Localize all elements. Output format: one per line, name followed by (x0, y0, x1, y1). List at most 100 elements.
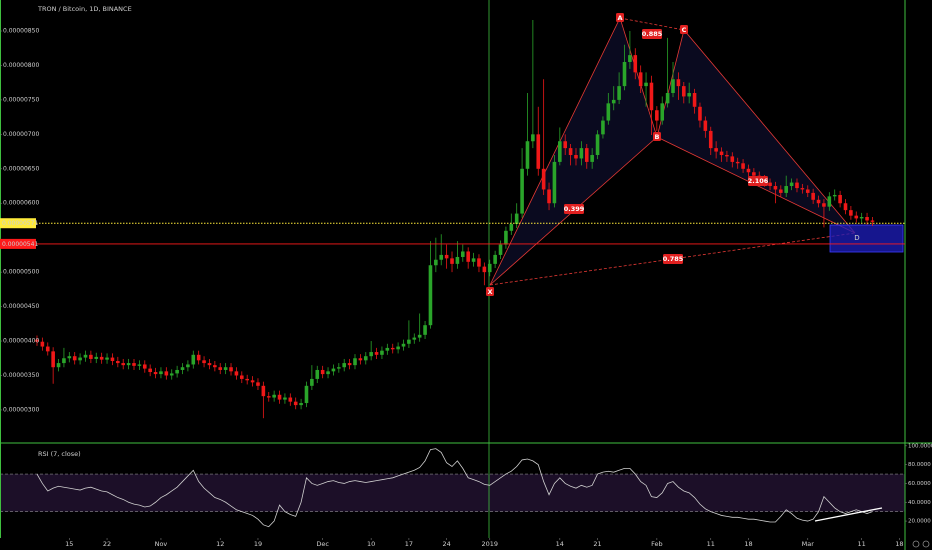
candle-body (266, 396, 271, 398)
candle-body (444, 254, 449, 259)
candle-body (870, 220, 875, 222)
candle-body (229, 367, 233, 372)
candle-body (186, 364, 190, 368)
candle-body (223, 367, 228, 370)
candle-body (256, 382, 260, 386)
candle-body (455, 256, 460, 264)
candle-body (859, 217, 864, 219)
candle-body (574, 155, 578, 159)
harmonic-pattern (489, 16, 904, 286)
candle-body (401, 343, 406, 347)
x-tick-label: Feb (651, 540, 663, 548)
rsi-title: RSI (7, close) (38, 450, 81, 458)
candle-body (45, 346, 50, 352)
candle-body (477, 258, 481, 267)
pattern-ratio-label: 2.106 (748, 177, 769, 185)
candle-body (520, 168, 524, 214)
candle-body (487, 263, 492, 273)
candle-body (741, 163, 745, 169)
candle-body (369, 352, 373, 357)
candle-body (218, 367, 223, 370)
x-tick-label: 17 (405, 540, 413, 548)
candle-body (590, 155, 594, 162)
rsi-trendline (814, 507, 883, 522)
auto-scale-icon (922, 540, 930, 548)
candle-body (417, 334, 422, 338)
candle-body (180, 367, 185, 370)
x-tick-label: 21 (593, 540, 601, 548)
candle-body (838, 194, 842, 204)
candle-body (132, 363, 136, 366)
pattern-point-box (486, 287, 494, 296)
candle-body (169, 373, 174, 376)
candle-body (331, 368, 336, 372)
candle-body (800, 188, 805, 190)
candle-body (326, 371, 330, 375)
candle-body (110, 357, 115, 362)
candle-body (611, 99, 616, 104)
candle-body (822, 203, 826, 207)
pattern-point-label: C (682, 26, 687, 34)
candle-body (563, 141, 568, 149)
pattern-point-box (680, 25, 688, 34)
candle-body (466, 251, 470, 262)
candle-body (681, 86, 686, 97)
candle-body (628, 55, 632, 63)
x-tick-label: 18 (895, 540, 903, 548)
x-tick-label: 2019 (481, 540, 498, 548)
rsi-y-tick-label: 60.0000 (908, 481, 931, 487)
rsi-y-tick-label: 40.0000 (908, 500, 931, 506)
candle-body (633, 55, 638, 73)
candle-body (687, 93, 691, 97)
candle-body (811, 192, 815, 200)
candle-body (148, 368, 152, 373)
price-line-label: 0.00000541 (2, 241, 38, 248)
price-line-label: 0.00000571 (2, 220, 38, 227)
candle-body (89, 354, 93, 359)
rsi-y-tick-label: 80.0000 (908, 462, 931, 468)
candle-body (250, 380, 255, 383)
candle-body (153, 372, 158, 375)
candle-body (390, 347, 395, 350)
candle-body (692, 93, 697, 107)
x-tick-label: 14 (556, 540, 564, 548)
x-tick-label: 15 (65, 540, 73, 548)
candle-body (407, 339, 411, 344)
candle-body (261, 385, 266, 397)
candle-body (191, 354, 196, 365)
candle-body (773, 186, 778, 190)
pattern-ratio-label: 0.399 (564, 205, 585, 213)
candle-body (450, 258, 454, 264)
candle-body (159, 371, 163, 375)
candle-body (735, 161, 740, 164)
candle-body (746, 168, 751, 173)
candle-body (412, 337, 417, 340)
x-tick-label: 18 (744, 540, 752, 548)
candle-body (234, 371, 239, 376)
candle-body (245, 378, 249, 381)
rsi-y-tick-label: 20.0000 (908, 519, 931, 525)
candle-body (116, 361, 120, 364)
candle-body (94, 356, 99, 359)
candle-body (649, 82, 654, 111)
x-tick-label: 11 (707, 540, 715, 548)
pattern-point-label: A (617, 14, 622, 22)
candle-body (396, 346, 400, 350)
candle-body (779, 189, 783, 193)
y-tick-label: 0.00000450 (3, 303, 39, 310)
candle-body (730, 156, 735, 162)
candle-body (703, 120, 708, 131)
candle-body (213, 365, 217, 368)
pattern-point-label: B (655, 133, 660, 141)
candle-body (434, 259, 438, 266)
candle-body (83, 354, 88, 358)
pattern-ratio-box (748, 176, 768, 186)
candle-body (531, 134, 535, 142)
candle-body (347, 363, 352, 366)
candle-body (784, 186, 789, 193)
y-tick-label: 0.00000800 (3, 62, 39, 69)
candle-body (816, 199, 821, 204)
candle-body (638, 72, 643, 87)
candle-body (56, 363, 61, 368)
